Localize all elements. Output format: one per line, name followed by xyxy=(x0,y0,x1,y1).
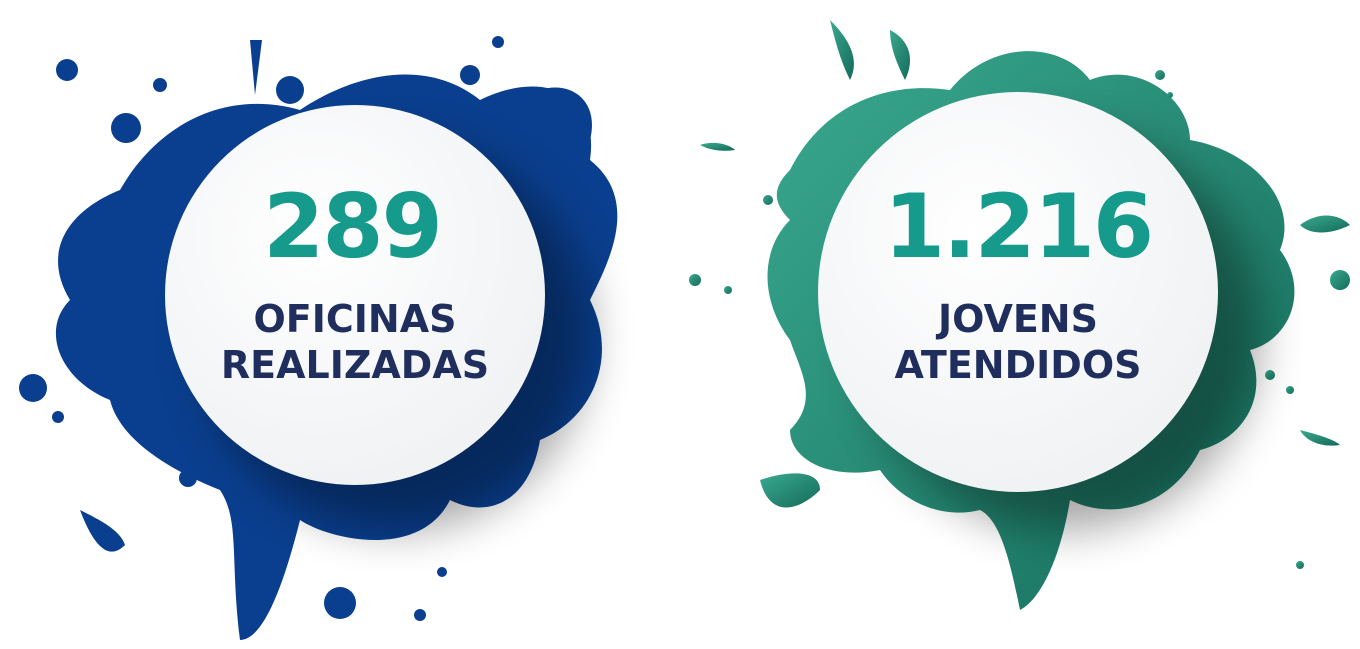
stat-circle xyxy=(165,105,545,485)
stat-circle xyxy=(818,92,1218,492)
infographic: 289 OFICINAS REALIZADAS 1.216 JOVENS ATE… xyxy=(0,0,1360,649)
stat-label: ATENDIDOS xyxy=(894,343,1141,387)
stat-value: 289 xyxy=(263,175,441,278)
stat-label: OFICINAS xyxy=(253,297,456,341)
stat-value: 1.216 xyxy=(884,175,1152,278)
stat-label: JOVENS xyxy=(935,297,1098,341)
stat-label: REALIZADAS xyxy=(221,343,489,387)
page: 289 OFICINAS REALIZADAS 1.216 JOVENS ATE… xyxy=(0,0,1360,649)
